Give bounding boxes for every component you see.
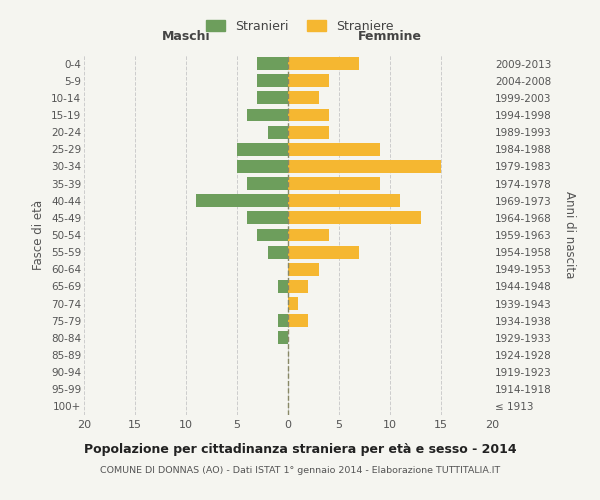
Bar [196,194,288,207]
Text: Popolazione per cittadinanza straniera per età e sesso - 2014: Popolazione per cittadinanza straniera p… [83,442,517,456]
Bar [247,108,288,122]
Bar [257,228,288,241]
Bar [278,314,288,327]
Bar [278,332,288,344]
Bar [288,74,329,87]
Bar [237,143,288,156]
Text: Femmine: Femmine [358,30,422,43]
Bar [288,177,380,190]
Text: COMUNE DI DONNAS (AO) - Dati ISTAT 1° gennaio 2014 - Elaborazione TUTTITALIA.IT: COMUNE DI DONNAS (AO) - Dati ISTAT 1° ge… [100,466,500,475]
Text: Maschi: Maschi [161,30,211,43]
Bar [257,92,288,104]
Bar [268,246,288,258]
Bar [288,108,329,122]
Bar [288,194,400,207]
Bar [257,74,288,87]
Bar [288,126,329,138]
Bar [247,212,288,224]
Bar [288,280,308,293]
Y-axis label: Fasce di età: Fasce di età [32,200,46,270]
Bar [288,212,421,224]
Bar [268,126,288,138]
Bar [288,143,380,156]
Bar [288,57,359,70]
Y-axis label: Anni di nascita: Anni di nascita [563,192,575,278]
Bar [288,228,329,241]
Bar [288,160,441,173]
Bar [257,57,288,70]
Bar [288,314,308,327]
Bar [247,177,288,190]
Legend: Stranieri, Straniere: Stranieri, Straniere [203,16,397,37]
Bar [278,280,288,293]
Bar [237,160,288,173]
Bar [288,246,359,258]
Bar [288,92,319,104]
Bar [288,297,298,310]
Bar [288,263,319,276]
